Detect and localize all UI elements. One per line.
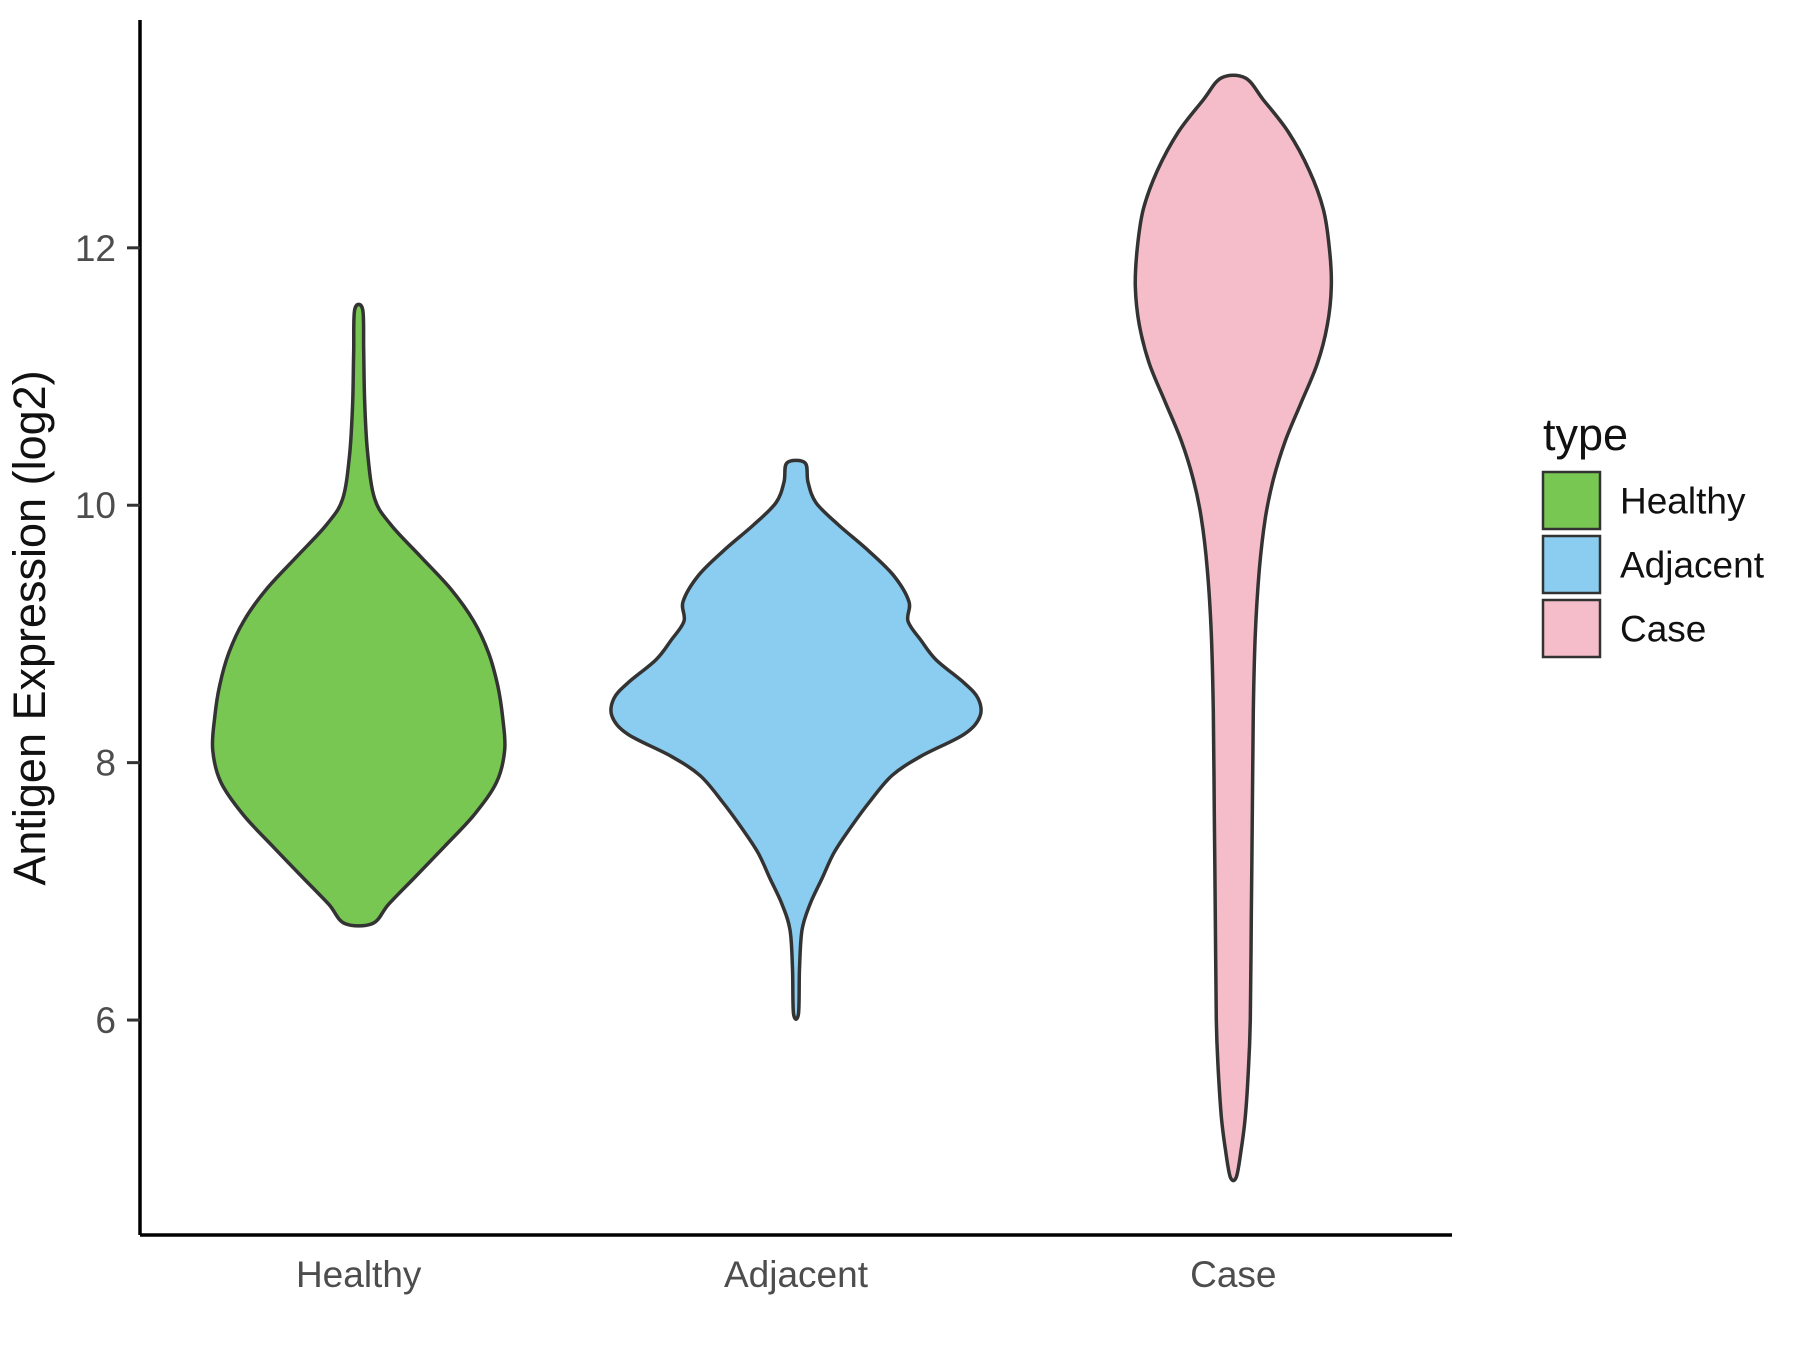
- y-tick-label: 10: [75, 485, 116, 526]
- y-axis-title: Antigen Expression (log2): [4, 370, 55, 885]
- violin-healthy: [210, 302, 507, 928]
- legend-key-healthy: [1541, 470, 1602, 531]
- plot-area: 6 8 10 12 Healthy Adjacent Case Healthy Adjacent…: [75, 20, 1765, 1295]
- y-tick-label: 6: [95, 1000, 116, 1041]
- x-tick-label-case: Case: [1190, 1254, 1276, 1295]
- legend-title: type: [1543, 409, 1628, 460]
- legend-label-case: Case: [1620, 608, 1706, 649]
- legend-key-adjacent: [1541, 534, 1602, 595]
- x-tick-label-healthy: Healthy: [296, 1254, 422, 1295]
- x-tick-label-adjacent: Adjacent: [724, 1254, 869, 1295]
- y-tick-label: 8: [95, 743, 116, 784]
- violin-case: [1133, 73, 1334, 1183]
- legend-label-adjacent: Adjacent: [1620, 544, 1765, 585]
- y-tick-label: 12: [75, 228, 116, 269]
- legend-key-case: [1541, 598, 1602, 659]
- legend-label-healthy: Healthy: [1620, 480, 1746, 521]
- violin-adjacent: [609, 458, 983, 1021]
